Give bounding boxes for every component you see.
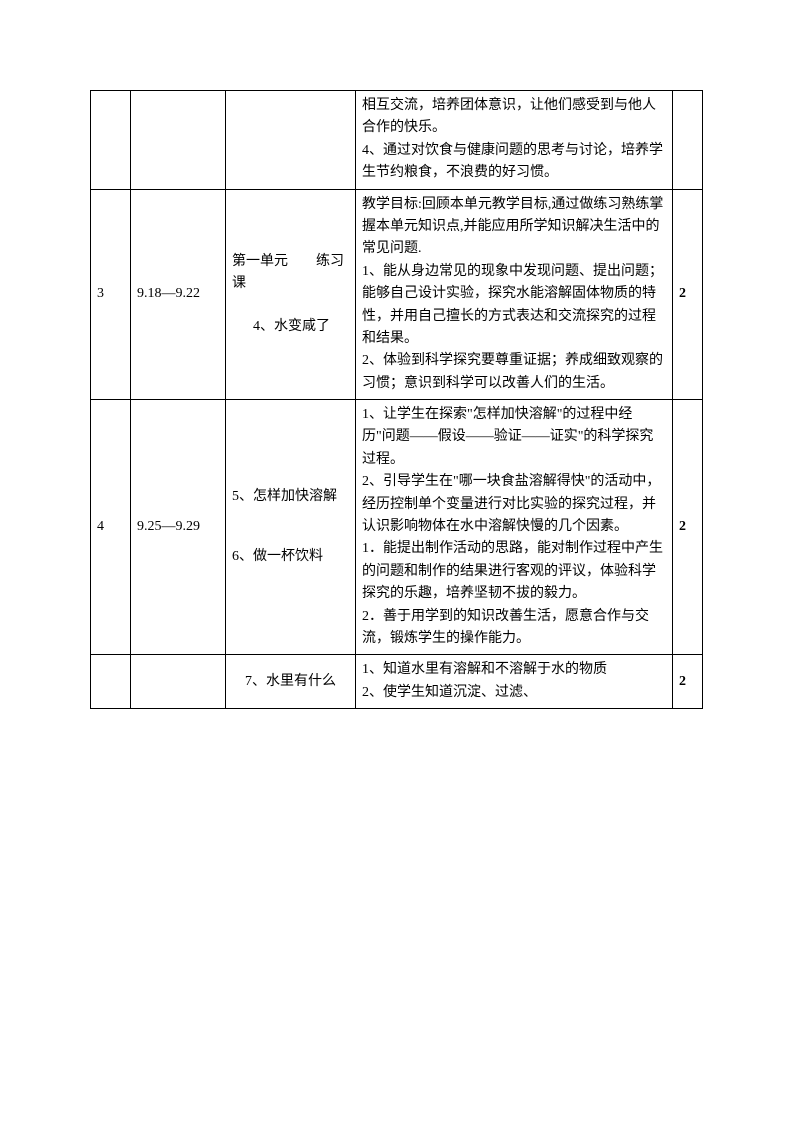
table-row: 7、水里有什么 1、知道水里有溶解和不溶解于水的物质 2、使学生知道沉淀、过滤、… bbox=[91, 655, 703, 709]
topic-text: 第一单元 练习课 bbox=[232, 251, 349, 296]
table-row: 3 9.18—9.22 第一单元 练习课 4、水变咸了 教学目标:回顾本单元教学… bbox=[91, 189, 703, 400]
cell-date: 9.25—9.29 bbox=[131, 400, 226, 655]
cell-num: 3 bbox=[91, 189, 131, 400]
table-row: 4 9.25—9.29 5、怎样加快溶解 6、做一杯饮料 1、让学生在探索"怎样… bbox=[91, 400, 703, 655]
cell-date bbox=[131, 655, 226, 709]
cell-num bbox=[91, 655, 131, 709]
topic-text: 5、怎样加快溶解 bbox=[232, 486, 349, 508]
cell-content: 教学目标:回顾本单元教学目标,通过做练习熟练掌握本单元知识点,并能应用所学知识解… bbox=[356, 189, 673, 400]
lesson-plan-table: 相互交流，培养团体意识，让他们感受到与他人合作的快乐。 4、通过对饮食与健康问题… bbox=[90, 90, 703, 709]
cell-hours: 2 bbox=[673, 189, 703, 400]
cell-topic: 第一单元 练习课 4、水变咸了 bbox=[226, 189, 356, 400]
cell-hours: 2 bbox=[673, 655, 703, 709]
table-row: 相互交流，培养团体意识，让他们感受到与他人合作的快乐。 4、通过对饮食与健康问题… bbox=[91, 91, 703, 190]
cell-content: 1、知道水里有溶解和不溶解于水的物质 2、使学生知道沉淀、过滤、 bbox=[356, 655, 673, 709]
cell-topic: 5、怎样加快溶解 6、做一杯饮料 bbox=[226, 400, 356, 655]
cell-date: 9.18—9.22 bbox=[131, 189, 226, 400]
cell-hours bbox=[673, 91, 703, 190]
cell-num bbox=[91, 91, 131, 190]
topic-text: 4、水变咸了 bbox=[232, 316, 349, 338]
cell-content: 1、让学生在探索"怎样加快溶解"的过程中经历"问题——假设——验证——证实"的科… bbox=[356, 400, 673, 655]
topic-text: 6、做一杯饮料 bbox=[232, 546, 349, 568]
cell-hours: 2 bbox=[673, 400, 703, 655]
cell-date bbox=[131, 91, 226, 190]
cell-content: 相互交流，培养团体意识，让他们感受到与他人合作的快乐。 4、通过对饮食与健康问题… bbox=[356, 91, 673, 190]
cell-num: 4 bbox=[91, 400, 131, 655]
cell-topic bbox=[226, 91, 356, 190]
cell-topic: 7、水里有什么 bbox=[226, 655, 356, 709]
